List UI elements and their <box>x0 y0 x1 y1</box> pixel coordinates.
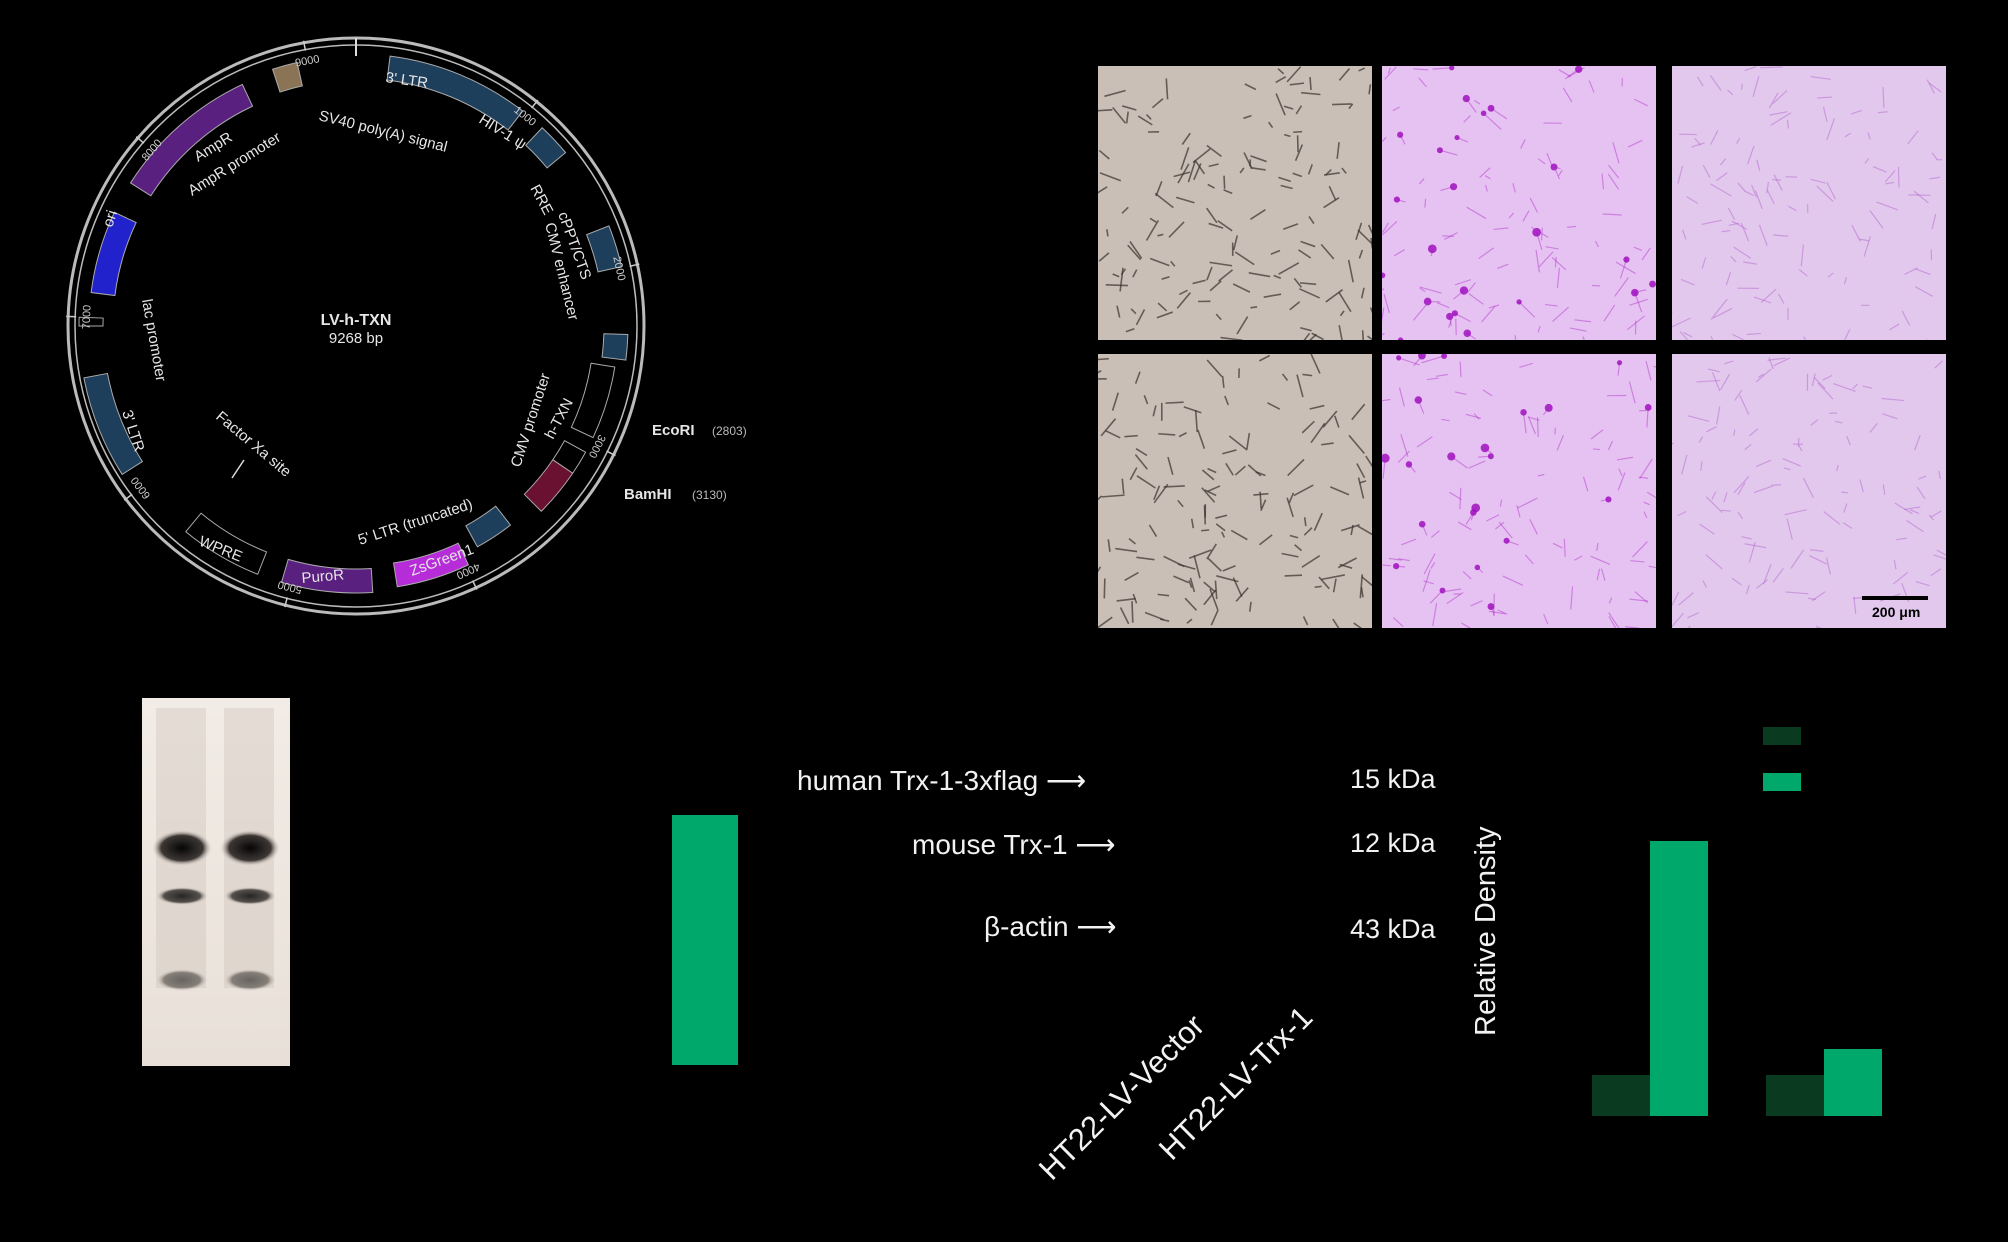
plasmid-feature-arc <box>601 333 629 361</box>
wb-label-human-trx: human Trx-1-3xflag ⟶ <box>797 764 1086 797</box>
wb-protein-mouse: mouse Trx-1 <box>912 829 1068 860</box>
plasmid-tick-label: 7000 <box>81 305 94 330</box>
chart-bar <box>1766 1074 1824 1116</box>
plasmid-tick <box>606 450 616 457</box>
plasmid-feature-arc <box>570 362 616 439</box>
gel-image <box>142 698 290 1066</box>
plasmid-tick-label: 9000 <box>294 53 320 69</box>
plasmid-tick-label: 5000 <box>277 578 304 596</box>
plasmid-name: LV-h-TXN <box>321 312 392 329</box>
scale-bar-label: 200 μm <box>1872 604 1921 620</box>
wb-protein-actin: β-actin <box>984 911 1069 942</box>
kda-12: 12 kDa <box>1350 828 1436 858</box>
feature-label-sv40: SV40 poly(A) signal <box>317 107 449 155</box>
chart-bar <box>1650 841 1708 1116</box>
micrograph-panel <box>1098 354 1372 628</box>
plasmid-size: 9268 bp <box>329 330 383 347</box>
legend-swatch-dark <box>1763 727 1801 745</box>
plasmid-feature-arc <box>271 61 303 93</box>
plasmid-feature-arc <box>78 316 104 327</box>
plasmid-tick <box>629 263 640 268</box>
site-bamhi-pos: (3130) <box>692 488 727 502</box>
wb-protein-human: human Trx-1-3xflag <box>797 765 1039 796</box>
feature-label-rre: RRE <box>526 182 556 218</box>
plasmid-feature-arc <box>525 127 567 169</box>
plasmid-feature-arc <box>392 542 470 588</box>
feature-label-lac: lac promoter <box>138 298 169 383</box>
feature-label-cmv-prom: CMV promoter <box>508 371 554 469</box>
plasmid-feature-arc <box>465 505 512 548</box>
plasmid-feature-arc <box>129 83 254 197</box>
scale-bar <box>1862 596 1928 600</box>
micrograph-panel <box>1672 66 1946 340</box>
sample-vector: HT22-LV-Vector <box>1032 1007 1212 1187</box>
wb-label-actin: β-actin ⟶ <box>984 910 1117 943</box>
plasmid-feature-arc <box>585 225 623 273</box>
site-ecori-name: EcoRI <box>652 422 695 439</box>
plasmid-tick <box>471 580 478 590</box>
micrograph-panel <box>1382 354 1656 628</box>
feature-label-puror: PuroR <box>301 566 345 587</box>
micrograph-panel <box>1382 66 1656 340</box>
feature-label-factorxa: Factor Xa site <box>212 408 294 481</box>
micrograph-panel <box>1672 354 1946 628</box>
feature-label-ori: ori <box>100 208 121 229</box>
plasmid-tick <box>135 136 145 144</box>
plasmid-tick <box>302 40 307 51</box>
plasmid-feature-arc <box>523 459 574 512</box>
legend-swatch-green <box>1763 773 1801 791</box>
arrow-icon: ⟶ <box>1068 911 1117 942</box>
plasmid-feature-arc <box>83 372 144 476</box>
site-ecori-pos: (2803) <box>712 424 747 438</box>
plasmid-feature-arc <box>185 512 268 575</box>
kda-15: 15 kDa <box>1350 764 1436 794</box>
feature-label-htxn: h-TXN <box>542 396 577 442</box>
feature-label-3ltr-top: 3' LTR <box>384 69 429 92</box>
plasmid-tick <box>284 597 288 608</box>
kda-43: 43 kDa <box>1350 914 1436 944</box>
plasmid-tick-label: 2000 <box>610 255 627 281</box>
plasmid-tick-label: 3000 <box>586 433 608 460</box>
feature-label-5ltr: 5' LTR (truncated) <box>356 496 475 549</box>
chart-bar <box>1824 1048 1882 1116</box>
chart-bar <box>1592 1074 1650 1116</box>
site-bamhi-name: BamHI <box>624 486 672 503</box>
arrow-icon: ⟶ <box>1038 765 1087 796</box>
plasmid-tick <box>123 493 133 501</box>
plasmid-feature-arc <box>386 55 524 131</box>
y-axis-label: Relative Density <box>1470 826 1502 1036</box>
plasmid-tick <box>531 99 539 109</box>
plasmid-feature-arc <box>280 558 374 594</box>
green-bar <box>672 815 738 1065</box>
plasmid-feature-arc <box>90 211 137 297</box>
micrograph-panel <box>1098 66 1372 340</box>
arrow-icon: ⟶ <box>1067 829 1116 860</box>
wb-label-mouse-trx: mouse Trx-1 ⟶ <box>912 828 1116 861</box>
